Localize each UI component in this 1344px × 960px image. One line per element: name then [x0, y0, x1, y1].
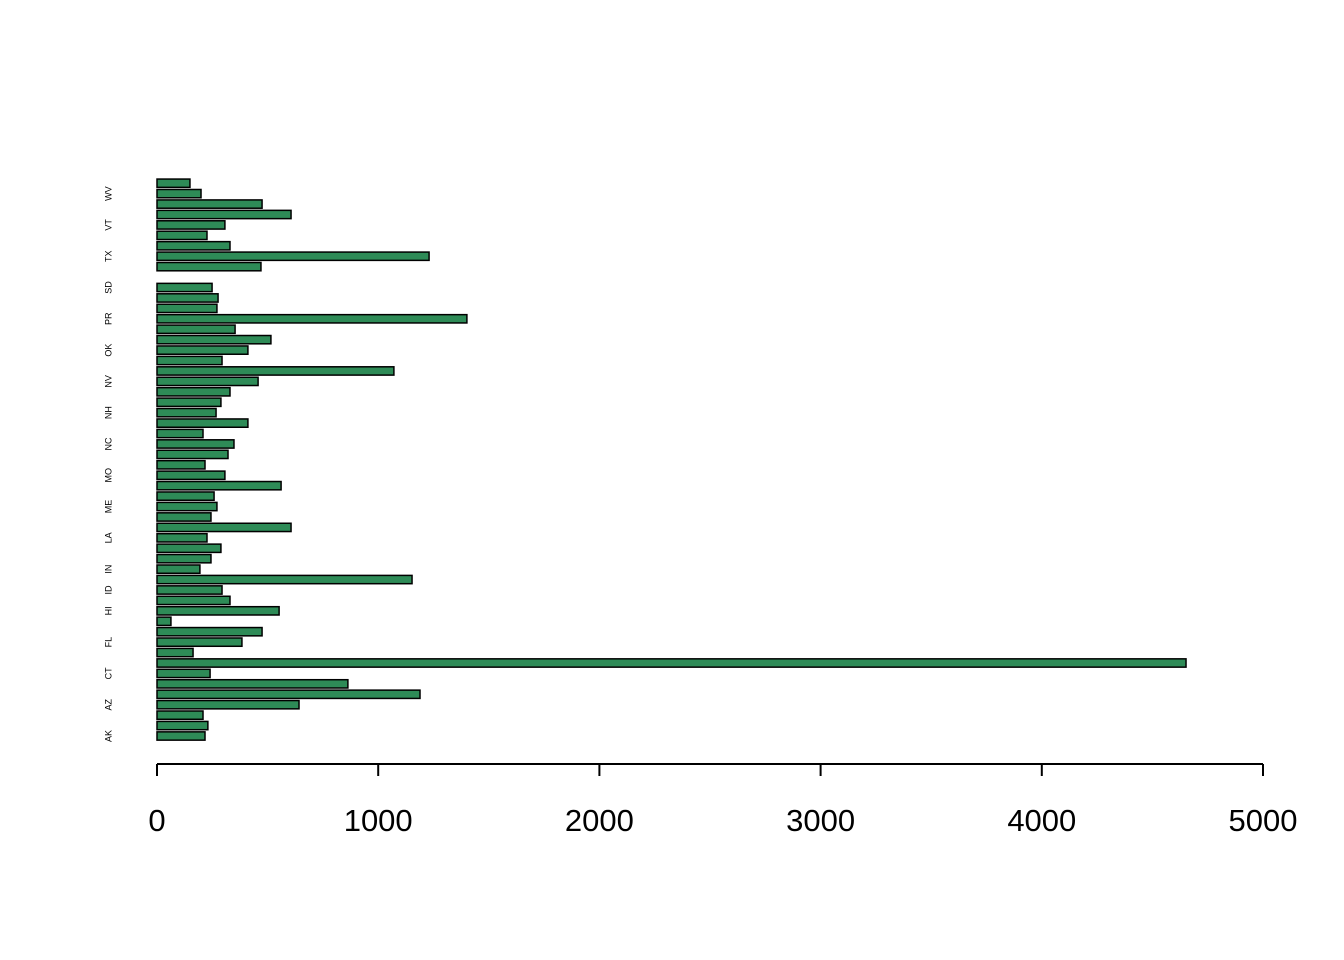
- y-tick-label: AZ: [103, 698, 113, 710]
- bar: [156, 240, 231, 251]
- bar: [156, 480, 282, 491]
- bar: [156, 658, 1187, 668]
- bar: [156, 731, 206, 741]
- bar: [156, 449, 229, 460]
- x-tick-label: 2000: [565, 803, 634, 838]
- bar: [156, 564, 201, 575]
- y-tick-label: MO: [103, 468, 113, 483]
- bar: [156, 459, 206, 470]
- bar: [156, 668, 211, 679]
- bar: [156, 397, 222, 408]
- bar: [156, 220, 226, 230]
- bar: [156, 418, 249, 429]
- bar: [156, 230, 208, 241]
- bar: [156, 261, 262, 272]
- y-tick-label: AK: [103, 730, 113, 742]
- bar: [156, 637, 243, 648]
- bar: [156, 553, 212, 564]
- bar: [156, 209, 292, 220]
- y-tick-label: HI: [103, 606, 113, 615]
- x-tick-label: 5000: [1229, 803, 1298, 838]
- y-tick-label: FL: [103, 637, 113, 648]
- bar: [156, 303, 218, 314]
- bar: [156, 699, 300, 710]
- bar: [156, 282, 213, 293]
- bar: [156, 616, 172, 627]
- y-tick-label: LA: [103, 532, 113, 543]
- x-tick-label: 1000: [344, 803, 413, 838]
- bar: [156, 293, 219, 303]
- bar: [156, 585, 223, 595]
- bar: [156, 439, 235, 449]
- x-tick-label: 4000: [1007, 803, 1076, 838]
- bar: [156, 678, 349, 689]
- y-tick-label: VT: [103, 219, 113, 231]
- y-tick-label: TX: [103, 250, 113, 262]
- bar: [156, 626, 263, 637]
- bar: [156, 376, 259, 387]
- bar: [156, 188, 202, 199]
- y-tick-label: IN: [103, 565, 113, 574]
- bar: [156, 512, 212, 522]
- y-tick-label: NH: [103, 406, 113, 419]
- bar: [156, 386, 231, 397]
- bar: [156, 647, 194, 658]
- bar: [156, 428, 204, 439]
- bar: [156, 355, 223, 366]
- x-tick-label: 0: [148, 803, 165, 838]
- y-tick-label: ID: [103, 585, 113, 595]
- bar: [156, 313, 468, 324]
- bar: [156, 532, 208, 543]
- bar: [156, 720, 209, 731]
- bar: [156, 407, 217, 418]
- bar: [156, 522, 292, 533]
- bar: [156, 324, 236, 335]
- y-tick-label: CT: [103, 667, 113, 679]
- x-tick-label: 3000: [786, 803, 855, 838]
- bar: [156, 574, 413, 585]
- bar: [156, 543, 222, 554]
- bar: [156, 491, 215, 502]
- bar: [156, 178, 191, 189]
- bar: [156, 689, 421, 700]
- y-tick-label: NC: [103, 437, 113, 450]
- bar: [156, 470, 226, 481]
- y-tick-label: NV: [103, 375, 113, 388]
- bar: [156, 345, 249, 355]
- bar: [156, 605, 280, 616]
- y-tick-label: WV: [103, 186, 113, 201]
- y-tick-label: SD: [103, 281, 113, 294]
- y-tick-label: OK: [103, 344, 113, 357]
- bar: [156, 710, 204, 721]
- bar: [156, 595, 231, 606]
- bar: [156, 501, 218, 512]
- bar: [156, 199, 263, 209]
- bar: [156, 366, 395, 376]
- y-tick-label: PR: [103, 312, 113, 325]
- bar: [156, 251, 430, 262]
- bar: [156, 334, 272, 345]
- y-tick-label: ME: [103, 500, 113, 514]
